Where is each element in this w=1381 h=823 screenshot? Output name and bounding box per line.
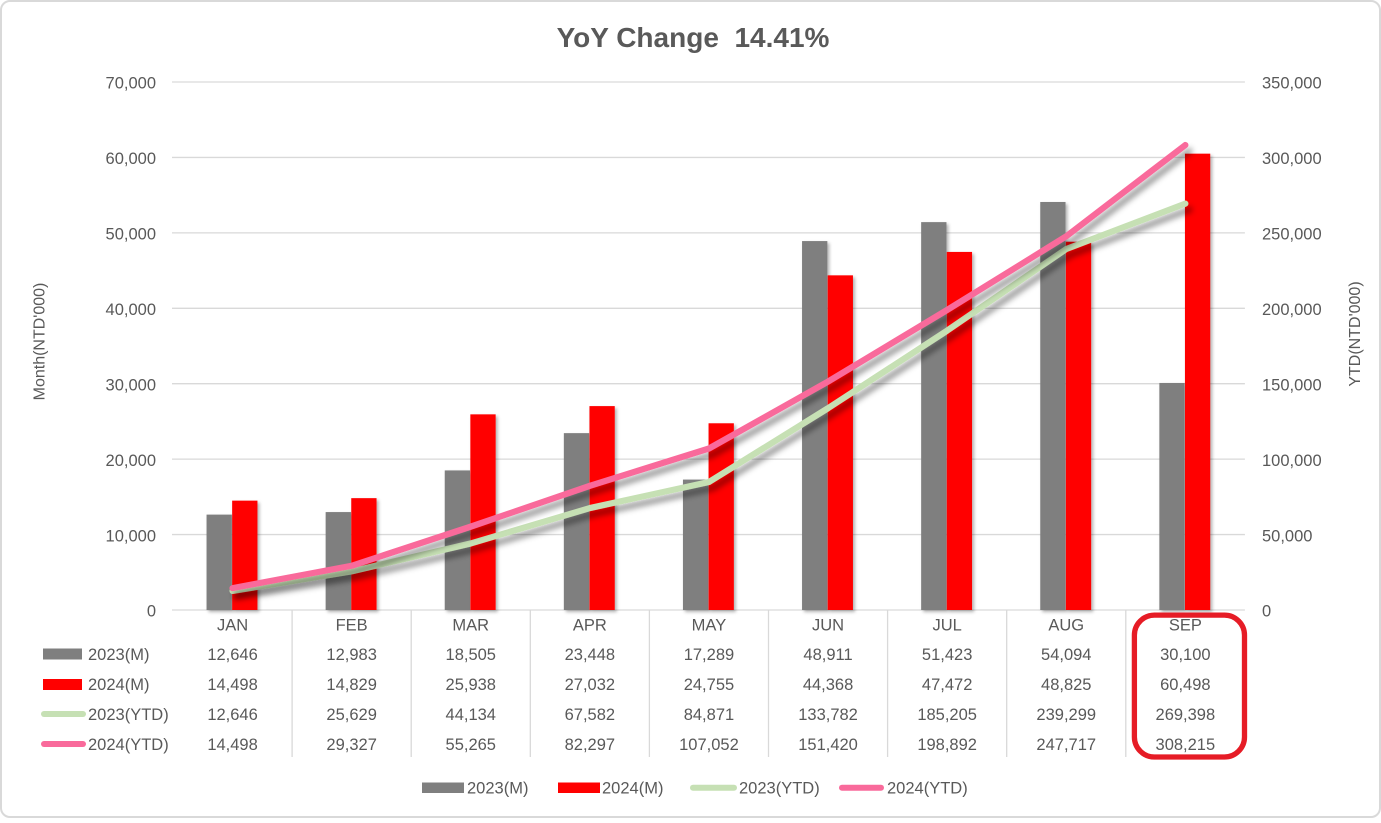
svg-text:JUN: JUN [812, 617, 844, 635]
svg-text:51,423: 51,423 [922, 646, 972, 664]
svg-text:YoY Change 14.41%: YoY Change 14.41% [557, 22, 830, 53]
svg-text:84,871: 84,871 [684, 706, 734, 724]
svg-text:250,000: 250,000 [1262, 226, 1322, 244]
svg-text:25,938: 25,938 [446, 676, 496, 694]
svg-text:14,498: 14,498 [207, 736, 257, 754]
svg-text:30,000: 30,000 [106, 376, 156, 394]
svg-text:44,368: 44,368 [803, 676, 853, 694]
svg-text:MAR: MAR [452, 617, 489, 635]
svg-text:Month(NTD'000): Month(NTD'000) [32, 283, 49, 401]
svg-text:239,299: 239,299 [1036, 706, 1096, 724]
svg-text:2023(M): 2023(M) [467, 779, 528, 797]
svg-text:350,000: 350,000 [1262, 75, 1322, 93]
svg-text:200,000: 200,000 [1262, 301, 1322, 319]
svg-text:APR: APR [573, 617, 607, 635]
svg-text:60,498: 60,498 [1160, 676, 1210, 694]
svg-text:54,094: 54,094 [1041, 646, 1091, 664]
svg-text:14,829: 14,829 [326, 676, 376, 694]
svg-text:25,629: 25,629 [326, 706, 376, 724]
svg-text:27,032: 27,032 [565, 676, 615, 694]
svg-text:20,000: 20,000 [106, 452, 156, 470]
svg-text:24,755: 24,755 [684, 676, 734, 694]
svg-text:2024(YTD): 2024(YTD) [887, 779, 968, 797]
svg-text:JUL: JUL [932, 617, 961, 635]
svg-text:269,398: 269,398 [1156, 706, 1216, 724]
svg-text:107,052: 107,052 [679, 736, 739, 754]
svg-text:23,448: 23,448 [565, 646, 615, 664]
svg-text:JAN: JAN [217, 617, 248, 635]
svg-text:300,000: 300,000 [1262, 150, 1322, 168]
svg-text:10,000: 10,000 [106, 527, 156, 545]
svg-text:MAY: MAY [692, 617, 727, 635]
svg-text:30,100: 30,100 [1160, 646, 1210, 664]
svg-text:2024(M): 2024(M) [88, 676, 149, 694]
svg-text:100,000: 100,000 [1262, 452, 1322, 470]
svg-text:YTD(NTD'000): YTD(NTD'000) [1347, 281, 1364, 386]
svg-text:50,000: 50,000 [1262, 527, 1312, 545]
svg-text:2023(YTD): 2023(YTD) [739, 779, 820, 797]
svg-text:150,000: 150,000 [1262, 376, 1322, 394]
svg-text:198,892: 198,892 [917, 736, 977, 754]
svg-text:47,472: 47,472 [922, 676, 972, 694]
svg-text:14,498: 14,498 [207, 676, 257, 694]
svg-text:12,983: 12,983 [326, 646, 376, 664]
svg-text:247,717: 247,717 [1036, 736, 1096, 754]
svg-text:29,327: 29,327 [326, 736, 376, 754]
svg-text:48,825: 48,825 [1041, 676, 1091, 694]
svg-text:82,297: 82,297 [565, 736, 615, 754]
svg-text:67,582: 67,582 [565, 706, 615, 724]
svg-text:12,646: 12,646 [207, 706, 257, 724]
svg-text:48,911: 48,911 [803, 646, 852, 664]
svg-text:55,265: 55,265 [446, 736, 496, 754]
svg-text:0: 0 [147, 603, 156, 621]
svg-text:2024(M): 2024(M) [602, 779, 663, 797]
svg-text:SEP: SEP [1169, 617, 1202, 635]
svg-text:2024(YTD): 2024(YTD) [88, 736, 169, 754]
svg-text:FEB: FEB [336, 617, 368, 635]
svg-text:185,205: 185,205 [917, 706, 977, 724]
svg-text:40,000: 40,000 [106, 301, 156, 319]
svg-text:AUG: AUG [1048, 617, 1084, 635]
svg-text:12,646: 12,646 [207, 646, 257, 664]
svg-text:133,782: 133,782 [798, 706, 858, 724]
svg-text:44,134: 44,134 [446, 706, 496, 724]
svg-text:2023(YTD): 2023(YTD) [88, 706, 169, 724]
svg-text:50,000: 50,000 [106, 226, 156, 244]
svg-text:60,000: 60,000 [106, 150, 156, 168]
svg-text:17,289: 17,289 [684, 646, 734, 664]
svg-text:18,505: 18,505 [446, 646, 496, 664]
svg-text:308,215: 308,215 [1156, 736, 1216, 754]
svg-text:0: 0 [1262, 603, 1271, 621]
svg-text:70,000: 70,000 [106, 75, 156, 93]
svg-text:2023(M): 2023(M) [88, 646, 149, 664]
svg-text:151,420: 151,420 [798, 736, 858, 754]
